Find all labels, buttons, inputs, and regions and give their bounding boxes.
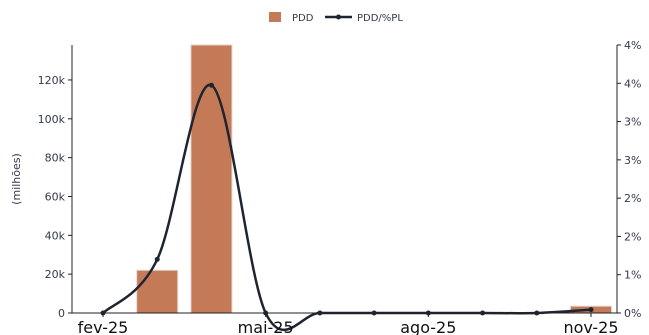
point-abr-25 bbox=[208, 82, 214, 88]
y-tick-label: 80k bbox=[45, 152, 66, 165]
y2-tick-label: 4% bbox=[624, 77, 641, 90]
bar-mar-25 bbox=[136, 269, 179, 314]
legend-label-pdd-pl: PDD/%PL bbox=[357, 13, 403, 24]
y-ticks-right: 0% 1% 2% 2% 3% 3% 4% 4% bbox=[617, 39, 641, 320]
legend-label-pdd: PDD bbox=[292, 13, 314, 24]
point-nov-25 bbox=[588, 307, 594, 313]
y2-tick-label: 4% bbox=[624, 39, 641, 52]
y2-tick-label: 2% bbox=[624, 230, 641, 243]
legend-swatch-pdd bbox=[269, 12, 281, 22]
y-tick-label: 20k bbox=[45, 268, 66, 281]
legend-marker-pdd-pl bbox=[336, 14, 341, 20]
x-tick-label: fev-25 bbox=[78, 318, 129, 335]
y-tick-label: 100k bbox=[38, 113, 66, 126]
x-tick-label: ago-25 bbox=[400, 318, 456, 335]
x-tick-label: nov-25 bbox=[563, 318, 618, 335]
point-mar-25 bbox=[154, 256, 160, 262]
x-ticks: fev-25 mai-25 ago-25 nov-25 bbox=[78, 313, 619, 335]
y-tick-label: 120k bbox=[38, 74, 66, 87]
y-tick-label: 40k bbox=[45, 229, 66, 242]
x-tick-label: mai-25 bbox=[238, 318, 294, 335]
y-tick-label: 0 bbox=[58, 307, 65, 320]
legend: PDD PDD/%PL bbox=[269, 12, 403, 24]
axes-layer bbox=[71, 45, 618, 314]
y-axis-title: (milhões) bbox=[10, 153, 23, 205]
y-ticks-left: 0 20k 40k 60k 80k 100k 120k bbox=[38, 74, 72, 320]
y2-tick-label: 2% bbox=[624, 192, 641, 205]
y2-tick-label: 1% bbox=[624, 269, 641, 282]
y2-tick-label: 3% bbox=[624, 154, 641, 167]
y-tick-label: 60k bbox=[45, 190, 66, 203]
y2-tick-label: 0% bbox=[624, 307, 641, 320]
y2-tick-label: 3% bbox=[624, 116, 641, 129]
bar-abr-25 bbox=[190, 44, 233, 314]
